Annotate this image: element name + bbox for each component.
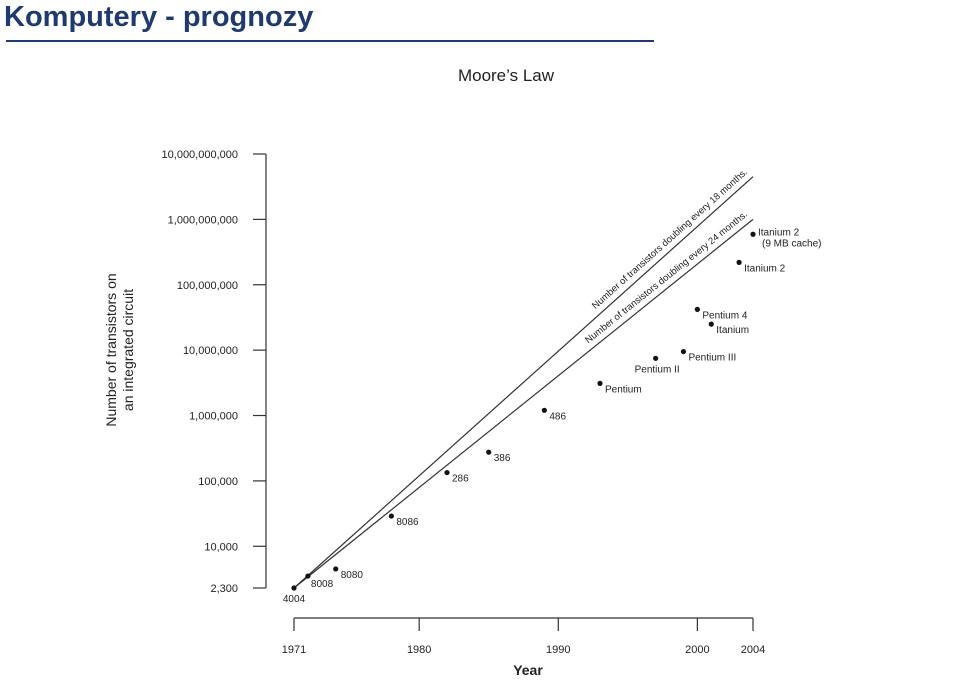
data-point-label: 8008: [311, 579, 334, 590]
trend-line: [293, 218, 754, 589]
data-point: [597, 380, 603, 386]
data-point: [388, 513, 394, 519]
data-point: [736, 259, 742, 265]
data-point: [444, 469, 450, 476]
y-axis-label-line2: an integrated circuit: [120, 289, 136, 411]
y-tick-label: 1,000,000,000: [168, 214, 238, 226]
data-point: [291, 585, 297, 591]
data-point-label: 386: [494, 453, 511, 464]
x-tick-label: 1990: [546, 644, 570, 656]
data-point: [653, 355, 659, 361]
y-tick-label: 2,300: [210, 583, 238, 595]
x-tick-label: 1971: [282, 644, 306, 656]
trend-line-label: Number of transistors doubling every 18 …: [590, 167, 750, 312]
data-point: [333, 566, 339, 572]
data-point-label: Itanium: [716, 325, 749, 336]
data-point: [694, 306, 700, 312]
slide-title: Komputery - prognozy: [4, 1, 314, 33]
y-axis-label-line1: Number of transistors on: [103, 273, 119, 426]
x-axis-label: Year: [513, 662, 543, 678]
data-point-label: Pentium III: [688, 353, 736, 364]
data-point: [708, 321, 714, 327]
data-point: [680, 348, 687, 355]
y-tick-label: 10,000: [204, 541, 238, 553]
data-point-label: Pentium: [605, 384, 642, 395]
y-axis-ticks: 2,300 10,000 100,000 1,000,000 10,000,000 100…: [162, 149, 266, 595]
trend-lines: Number of transistors doubling every 18 …: [293, 167, 754, 589]
data-point-label: 486: [549, 411, 566, 422]
data-points: 4004 8008 8080 8086 286 386 486 Pentium Pentium …: [283, 227, 822, 605]
y-tick-label: 10,000,000: [183, 345, 238, 357]
data-point-label: Itanium 2 (9 MB cache): [758, 227, 821, 249]
y-tick-label: 1,000,000: [189, 411, 238, 423]
x-tick-label: 2000: [685, 644, 709, 656]
data-point-label: 286: [452, 474, 469, 485]
x-tick-label: 1980: [407, 644, 431, 656]
data-point-label: 4004: [283, 594, 306, 605]
y-tick-label: 100,000: [198, 476, 238, 488]
data-point-label: Pentium II: [635, 364, 680, 375]
chart-axes: [265, 154, 753, 619]
data-point: [750, 231, 756, 237]
data-point: [541, 407, 547, 413]
x-tick-label: 2004: [741, 644, 765, 656]
y-tick-label: 100,000,000: [177, 280, 238, 292]
y-tick-label: 10,000,000,000: [162, 149, 238, 161]
data-point-label: Pentium 4: [702, 310, 747, 321]
x-axis-ticks: 1971 1980 1990 2000 2004: [282, 618, 765, 656]
data-point: [305, 573, 311, 579]
data-point-label: 8086: [396, 517, 419, 528]
data-point: [486, 449, 492, 455]
data-point-label-line: (9 MB cache): [762, 238, 821, 249]
title-rule: [6, 40, 654, 42]
data-point-label: 8080: [341, 570, 364, 581]
trend-line: [293, 176, 754, 589]
chart-title: Moore’s Law: [458, 66, 555, 85]
data-point-label: Itanium 2: [744, 263, 786, 274]
data-point-label-line: Itanium 2: [758, 227, 800, 238]
